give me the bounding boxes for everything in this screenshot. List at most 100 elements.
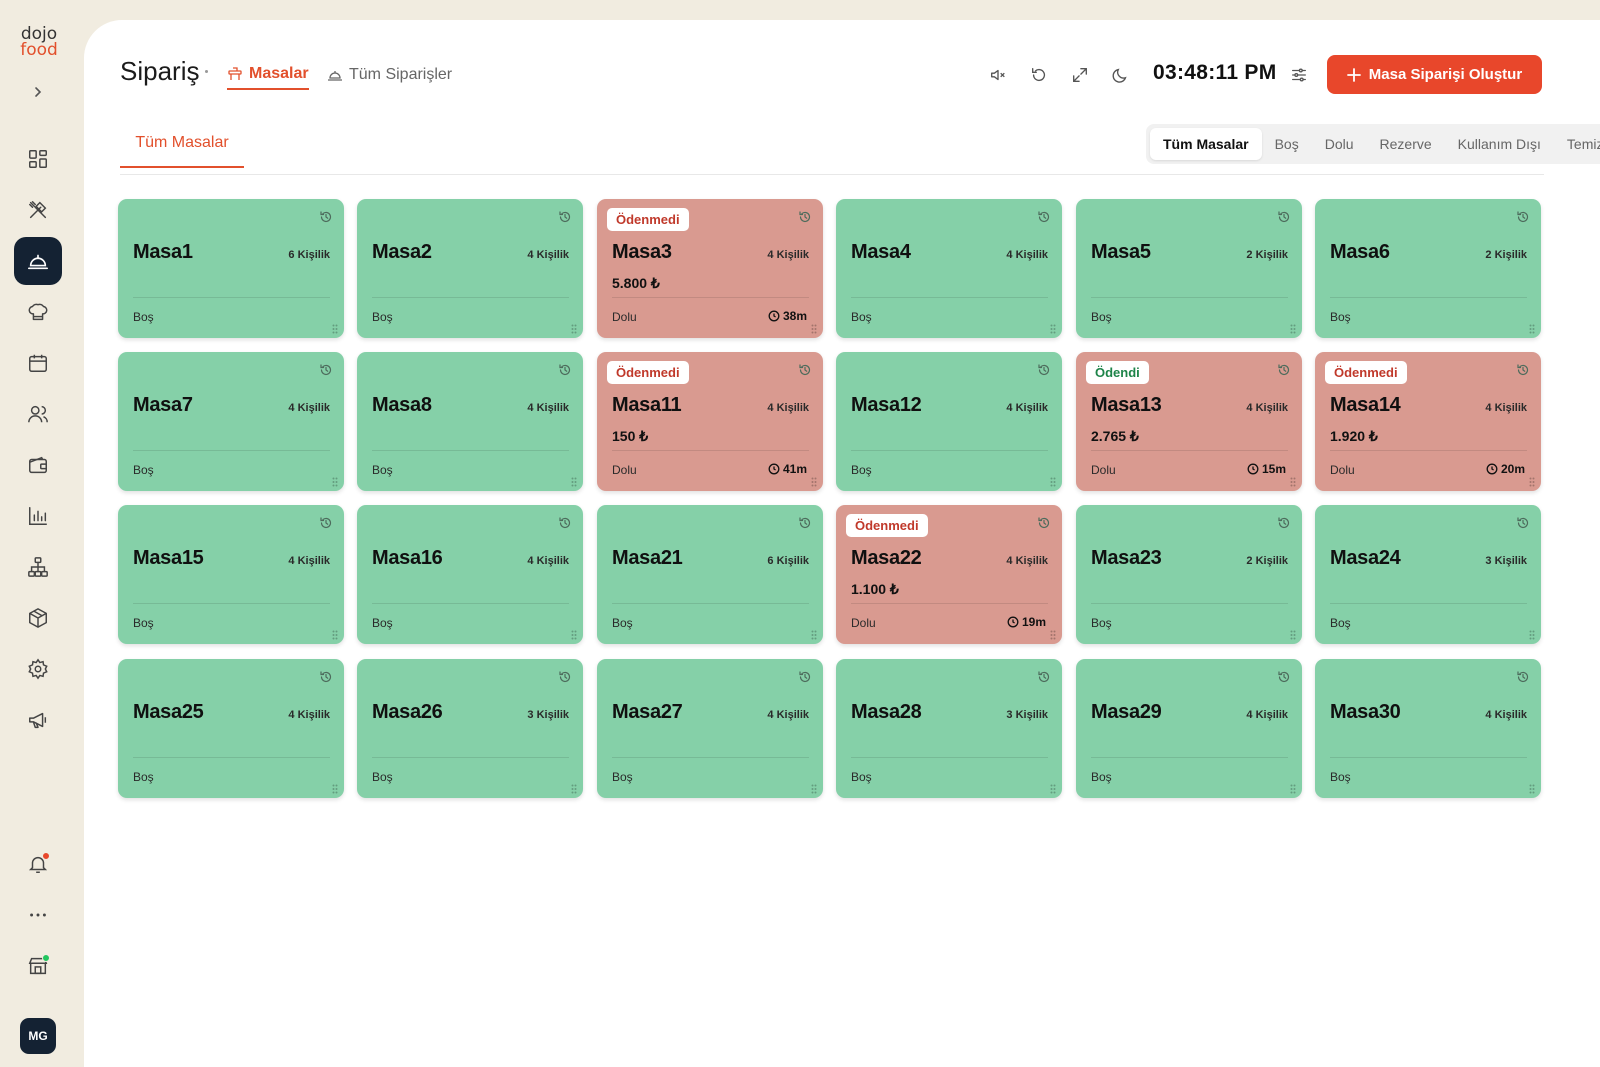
table-card[interactable]: Masa6 2 Kişilik Boş xyxy=(1315,199,1541,338)
table-card[interactable]: Masa27 4 Kişilik Boş xyxy=(597,659,823,798)
table-card[interactable]: Masa26 3 Kişilik Boş xyxy=(357,659,583,798)
history-icon[interactable] xyxy=(319,363,333,377)
history-icon[interactable] xyxy=(1277,670,1291,684)
fullscreen-button[interactable] xyxy=(1069,64,1091,86)
sidebar-item-orders[interactable] xyxy=(14,237,62,285)
history-icon[interactable] xyxy=(1037,670,1051,684)
drag-handle-icon[interactable] xyxy=(811,630,817,640)
history-icon[interactable] xyxy=(798,516,812,530)
mute-button[interactable] xyxy=(987,64,1009,86)
history-icon[interactable] xyxy=(1516,210,1530,224)
sidebar-item-reports[interactable] xyxy=(14,492,62,540)
history-icon[interactable] xyxy=(1277,363,1291,377)
history-icon[interactable] xyxy=(1037,210,1051,224)
sidebar-item-payments[interactable] xyxy=(14,441,62,489)
avatar[interactable]: MG xyxy=(20,1018,56,1054)
sidebar-item-kitchen[interactable] xyxy=(14,288,62,336)
filter-dolu[interactable]: Dolu xyxy=(1324,136,1354,152)
sidebar-item-organization[interactable] xyxy=(14,543,62,591)
table-card[interactable]: Masa7 4 Kişilik Boş xyxy=(118,352,344,491)
store-status-button[interactable] xyxy=(14,942,62,990)
table-card[interactable]: Masa21 6 Kişilik Boş xyxy=(597,505,823,644)
filter-kullanim-disi[interactable]: Kullanım Dışı xyxy=(1457,136,1541,152)
drag-handle-icon[interactable] xyxy=(1529,477,1535,487)
sidebar-item-reservations[interactable] xyxy=(14,339,62,387)
drag-handle-icon[interactable] xyxy=(332,324,338,334)
sidebar-item-customers[interactable] xyxy=(14,390,62,438)
sidebar-item-menu[interactable] xyxy=(14,186,62,234)
notifications-button[interactable] xyxy=(14,840,62,888)
drag-handle-icon[interactable] xyxy=(1050,630,1056,640)
drag-handle-icon[interactable] xyxy=(571,324,577,334)
drag-handle-icon[interactable] xyxy=(1050,477,1056,487)
table-card[interactable]: Masa24 3 Kişilik Boş xyxy=(1315,505,1541,644)
history-icon[interactable] xyxy=(1037,516,1051,530)
history-icon[interactable] xyxy=(1516,670,1530,684)
dark-mode-button[interactable] xyxy=(1110,64,1132,86)
table-card[interactable]: Masa8 4 Kişilik Boş xyxy=(357,352,583,491)
history-icon[interactable] xyxy=(798,363,812,377)
history-icon[interactable] xyxy=(319,210,333,224)
drag-handle-icon[interactable] xyxy=(811,324,817,334)
drag-handle-icon[interactable] xyxy=(332,784,338,794)
history-icon[interactable] xyxy=(558,363,572,377)
settings-sliders-button[interactable] xyxy=(1288,64,1310,86)
table-card[interactable]: Masa23 2 Kişilik Boş xyxy=(1076,505,1302,644)
sidebar-item-inventory[interactable] xyxy=(14,594,62,642)
table-card[interactable]: Ödenmedi Masa14 4 Kişilik 1.920 ₺ Dolu 20m xyxy=(1315,352,1541,491)
refresh-button[interactable] xyxy=(1028,64,1050,86)
tab-masalar[interactable]: Masalar xyxy=(227,60,309,90)
sidebar-item-campaigns[interactable] xyxy=(14,696,62,744)
history-icon[interactable] xyxy=(1037,363,1051,377)
history-icon[interactable] xyxy=(319,516,333,530)
table-card[interactable]: Ödenmedi Masa11 4 Kişilik 150 ₺ Dolu 41m xyxy=(597,352,823,491)
history-icon[interactable] xyxy=(1516,363,1530,377)
history-icon[interactable] xyxy=(558,516,572,530)
filter-tum-masalar[interactable]: Tüm Masalar xyxy=(1150,128,1262,160)
sidebar-item-dashboard[interactable] xyxy=(14,135,62,183)
drag-handle-icon[interactable] xyxy=(571,784,577,794)
drag-handle-icon[interactable] xyxy=(1290,324,1296,334)
drag-handle-icon[interactable] xyxy=(811,784,817,794)
tab-tum-siparisler[interactable]: Tüm Siparişler xyxy=(327,60,452,90)
history-icon[interactable] xyxy=(558,670,572,684)
drag-handle-icon[interactable] xyxy=(571,630,577,640)
history-icon[interactable] xyxy=(1516,516,1530,530)
create-table-order-button[interactable]: Masa Siparişi Oluştur xyxy=(1327,55,1542,94)
table-card[interactable]: Masa30 4 Kişilik Boş xyxy=(1315,659,1541,798)
filter-temizlik[interactable]: Temizlik xyxy=(1566,136,1600,152)
expand-sidebar-button[interactable] xyxy=(28,82,48,102)
filter-rezerve[interactable]: Rezerve xyxy=(1379,136,1432,152)
drag-handle-icon[interactable] xyxy=(1529,630,1535,640)
table-card[interactable]: Masa4 4 Kişilik Boş xyxy=(836,199,1062,338)
table-card[interactable]: Masa12 4 Kişilik Boş xyxy=(836,352,1062,491)
history-icon[interactable] xyxy=(1277,516,1291,530)
table-card[interactable]: Masa1 6 Kişilik Boş xyxy=(118,199,344,338)
filter-bos[interactable]: Boş xyxy=(1274,136,1299,152)
tab-all-tables[interactable]: Tüm Masalar xyxy=(120,132,244,168)
drag-handle-icon[interactable] xyxy=(332,477,338,487)
more-button[interactable] xyxy=(14,891,62,939)
table-card[interactable]: Masa25 4 Kişilik Boş xyxy=(118,659,344,798)
sidebar-item-settings[interactable] xyxy=(14,645,62,693)
history-icon[interactable] xyxy=(798,210,812,224)
drag-handle-icon[interactable] xyxy=(1529,784,1535,794)
drag-handle-icon[interactable] xyxy=(1050,784,1056,794)
drag-handle-icon[interactable] xyxy=(1529,324,1535,334)
drag-handle-icon[interactable] xyxy=(1290,784,1296,794)
table-card[interactable]: Masa5 2 Kişilik Boş xyxy=(1076,199,1302,338)
table-card[interactable]: Ödenmedi Masa22 4 Kişilik 1.100 ₺ Dolu 19m xyxy=(836,505,1062,644)
history-icon[interactable] xyxy=(558,210,572,224)
history-icon[interactable] xyxy=(798,670,812,684)
table-card[interactable]: Masa16 4 Kişilik Boş xyxy=(357,505,583,644)
drag-handle-icon[interactable] xyxy=(1290,477,1296,487)
table-card[interactable]: Ödenmedi Masa3 4 Kişilik 5.800 ₺ Dolu 38m xyxy=(597,199,823,338)
drag-handle-icon[interactable] xyxy=(571,477,577,487)
history-icon[interactable] xyxy=(1277,210,1291,224)
table-card[interactable]: Masa28 3 Kişilik Boş xyxy=(836,659,1062,798)
history-icon[interactable] xyxy=(319,670,333,684)
drag-handle-icon[interactable] xyxy=(811,477,817,487)
drag-handle-icon[interactable] xyxy=(1050,324,1056,334)
table-card[interactable]: Masa29 4 Kişilik Boş xyxy=(1076,659,1302,798)
table-card[interactable]: Ödendi Masa13 4 Kişilik 2.765 ₺ Dolu 15m xyxy=(1076,352,1302,491)
